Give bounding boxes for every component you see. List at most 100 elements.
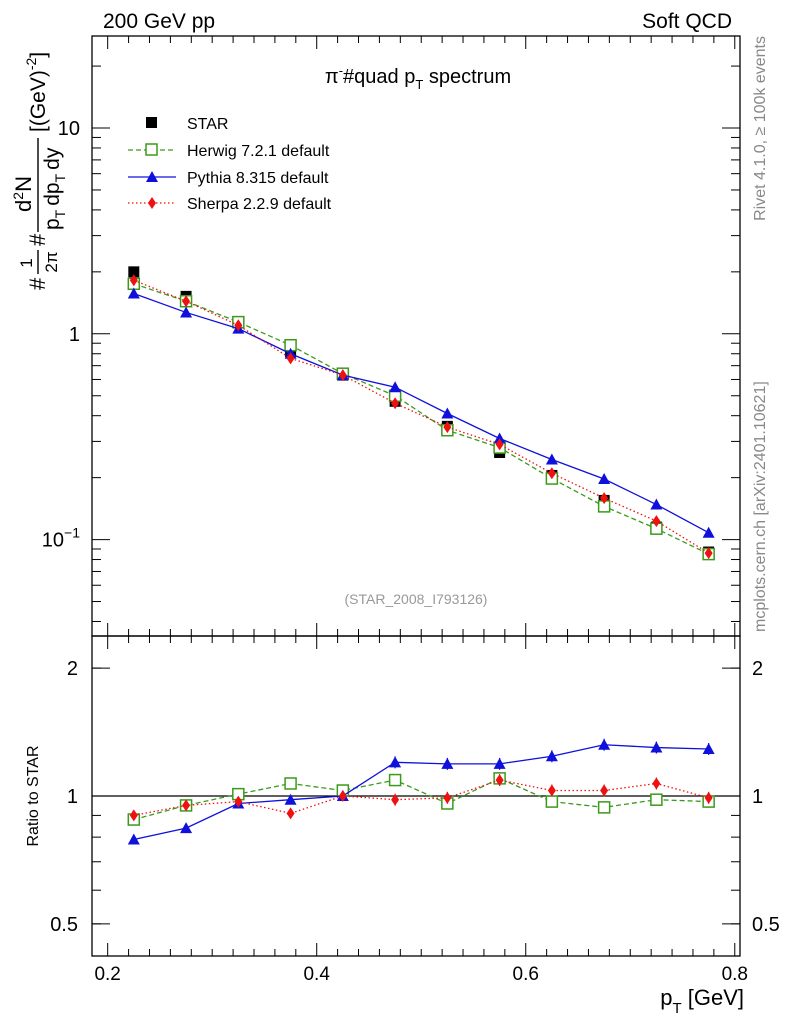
- ratio-y-axis-label: Ratio to STAR: [25, 745, 42, 846]
- main-plot-area: 10 1 10−1: [42, 35, 741, 637]
- ratio-point-herwig: [388, 773, 402, 787]
- legend-label-herwig: Herwig 7.2.1 default: [187, 143, 330, 160]
- ratio-point-sherpa: [234, 795, 243, 808]
- svg-text:d2N: d2N: [10, 176, 36, 212]
- main-point-pythia: [493, 432, 506, 444]
- main-point-pythia: [650, 498, 663, 510]
- main-point-sherpa: [652, 515, 661, 528]
- legend-entry-star: STAR: [146, 116, 228, 133]
- ratio-point-sherpa: [182, 799, 191, 812]
- main-point-pythia: [389, 381, 402, 393]
- ratio-point-sherpa: [495, 774, 504, 787]
- ratio-point-pythia: [284, 793, 297, 805]
- legend-label-pythia: Pythia 8.315 default: [187, 170, 329, 187]
- ratio-point-sherpa: [338, 789, 347, 802]
- main-line-herwig: [133, 283, 709, 555]
- svg-text:1: 1: [17, 258, 36, 267]
- main-point-pythia: [127, 287, 140, 299]
- ratio-line-sherpa: [133, 779, 709, 817]
- legend-marker-star: [146, 117, 157, 128]
- ratio-point-pythia: [545, 750, 558, 762]
- ratio-point-pythia: [702, 742, 715, 754]
- main-point-sherpa: [129, 274, 138, 287]
- ratio-line-herwig: [133, 777, 709, 821]
- analysis-id-label: (STAR_2008_I793126): [345, 591, 488, 607]
- ratio-point-sherpa: [129, 809, 138, 822]
- main-y-tick-label: 1: [69, 324, 80, 346]
- ratio-point-pythia: [441, 757, 454, 769]
- ratio-point-sherpa: [704, 791, 713, 804]
- mcplots-source-label: mcplots.cern.ch [arXiv:2401.10621]: [752, 381, 769, 632]
- legend-label-star: STAR: [187, 116, 228, 133]
- ratio-point-pythia: [127, 833, 140, 845]
- ratio-point-herwig: [597, 801, 611, 814]
- legend-entry-sherpa: Sherpa 2.2.9 default: [128, 196, 332, 213]
- ratio-point-sherpa: [600, 784, 609, 797]
- ratio-plot-area: 0.2 0.4 0.6 0.8 2 2 1 1 0.5 0.5: [50, 635, 780, 985]
- ratio-y-tick-label-right: 1: [752, 786, 763, 808]
- x-tick-label: 0.4: [303, 964, 330, 985]
- svg-text:#: #: [25, 277, 50, 290]
- main-point-pythia: [598, 472, 611, 484]
- ratio-point-herwig: [545, 795, 559, 808]
- ratio-point-pythia: [598, 738, 611, 750]
- main-point-sherpa: [495, 438, 504, 451]
- main-point-sherpa: [704, 547, 713, 560]
- main-point-sherpa: [234, 319, 243, 332]
- ratio-y-tick-label: 0.5: [50, 914, 78, 936]
- ratio-y-tick-label-right: 0.5: [752, 914, 780, 936]
- ratio-point-pythia: [180, 822, 193, 834]
- ratio-point-sherpa: [547, 784, 556, 797]
- svg-text:2π: 2π: [42, 251, 61, 272]
- main-y-axis-label: # 1 2π # d2N pTdpTdy [(GeV)-2]: [10, 52, 68, 290]
- main-point-sherpa: [182, 295, 191, 308]
- x-axis-label: pT [GeV]: [660, 985, 744, 1017]
- main-point-sherpa: [600, 492, 609, 505]
- main-line-sherpa: [133, 279, 709, 554]
- main-y-tick-label: 10: [58, 118, 80, 140]
- legend-marker-herwig: [145, 143, 158, 156]
- ratio-point-herwig: [650, 793, 663, 806]
- main-point-sherpa: [286, 352, 295, 365]
- legend: STAR Herwig 7.2.1 default Pythia 8.315 d…: [128, 116, 332, 213]
- ratio-point-pythia: [389, 756, 402, 768]
- process-label: Soft QCD: [642, 10, 732, 33]
- ratio-point-sherpa: [652, 777, 661, 790]
- main-point-sherpa: [547, 467, 556, 480]
- legend-entry-pythia: Pythia 8.315 default: [128, 170, 329, 187]
- ratio-y-tick-label-right: 2: [752, 658, 763, 680]
- legend-entry-herwig: Herwig 7.2.1 default: [128, 143, 330, 160]
- svg-text:#: #: [25, 233, 50, 246]
- ratio-point-herwig: [284, 777, 297, 790]
- x-tick-label: 0.6: [513, 964, 539, 985]
- ratio-point-sherpa: [286, 807, 295, 820]
- main-point-pythia: [441, 407, 454, 419]
- main-point-sherpa: [391, 397, 400, 410]
- main-plot-title: π-#quad pT spectrum: [325, 63, 511, 92]
- main-y-tick-label: 10−1: [42, 525, 80, 552]
- ratio-point-pythia: [493, 757, 506, 769]
- svg-text:pTdpTdy: pTdpTdy: [41, 147, 68, 230]
- x-tick-label: 0.8: [722, 964, 748, 985]
- ratio-point-pythia: [650, 741, 663, 753]
- legend-label-sherpa: Sherpa 2.2.9 default: [187, 196, 332, 213]
- energy-label: 200 GeV pp: [103, 10, 215, 33]
- main-line-pythia: [133, 292, 709, 534]
- main-point-sherpa: [338, 369, 347, 382]
- legend-marker-pythia: [146, 171, 158, 182]
- legend-marker-sherpa: [148, 197, 156, 209]
- main-point-sherpa: [443, 421, 452, 434]
- ratio-y-tick-label: 2: [67, 658, 78, 680]
- ratio-y-tick-label: 1: [67, 786, 78, 808]
- main-point-pythia: [180, 306, 193, 318]
- ratio-point-sherpa: [443, 791, 452, 804]
- main-point-star: [128, 266, 140, 278]
- main-point-pythia: [702, 526, 715, 538]
- ratio-line-pythia: [133, 744, 709, 841]
- main-point-pythia: [545, 453, 558, 465]
- x-tick-label: 0.2: [94, 964, 120, 985]
- svg-text:[(GeV)-2]: [(GeV)-2]: [23, 52, 50, 132]
- ratio-point-sherpa: [391, 793, 400, 806]
- rivet-version-label: Rivet 4.1.0, ≥ 100k events: [752, 36, 769, 221]
